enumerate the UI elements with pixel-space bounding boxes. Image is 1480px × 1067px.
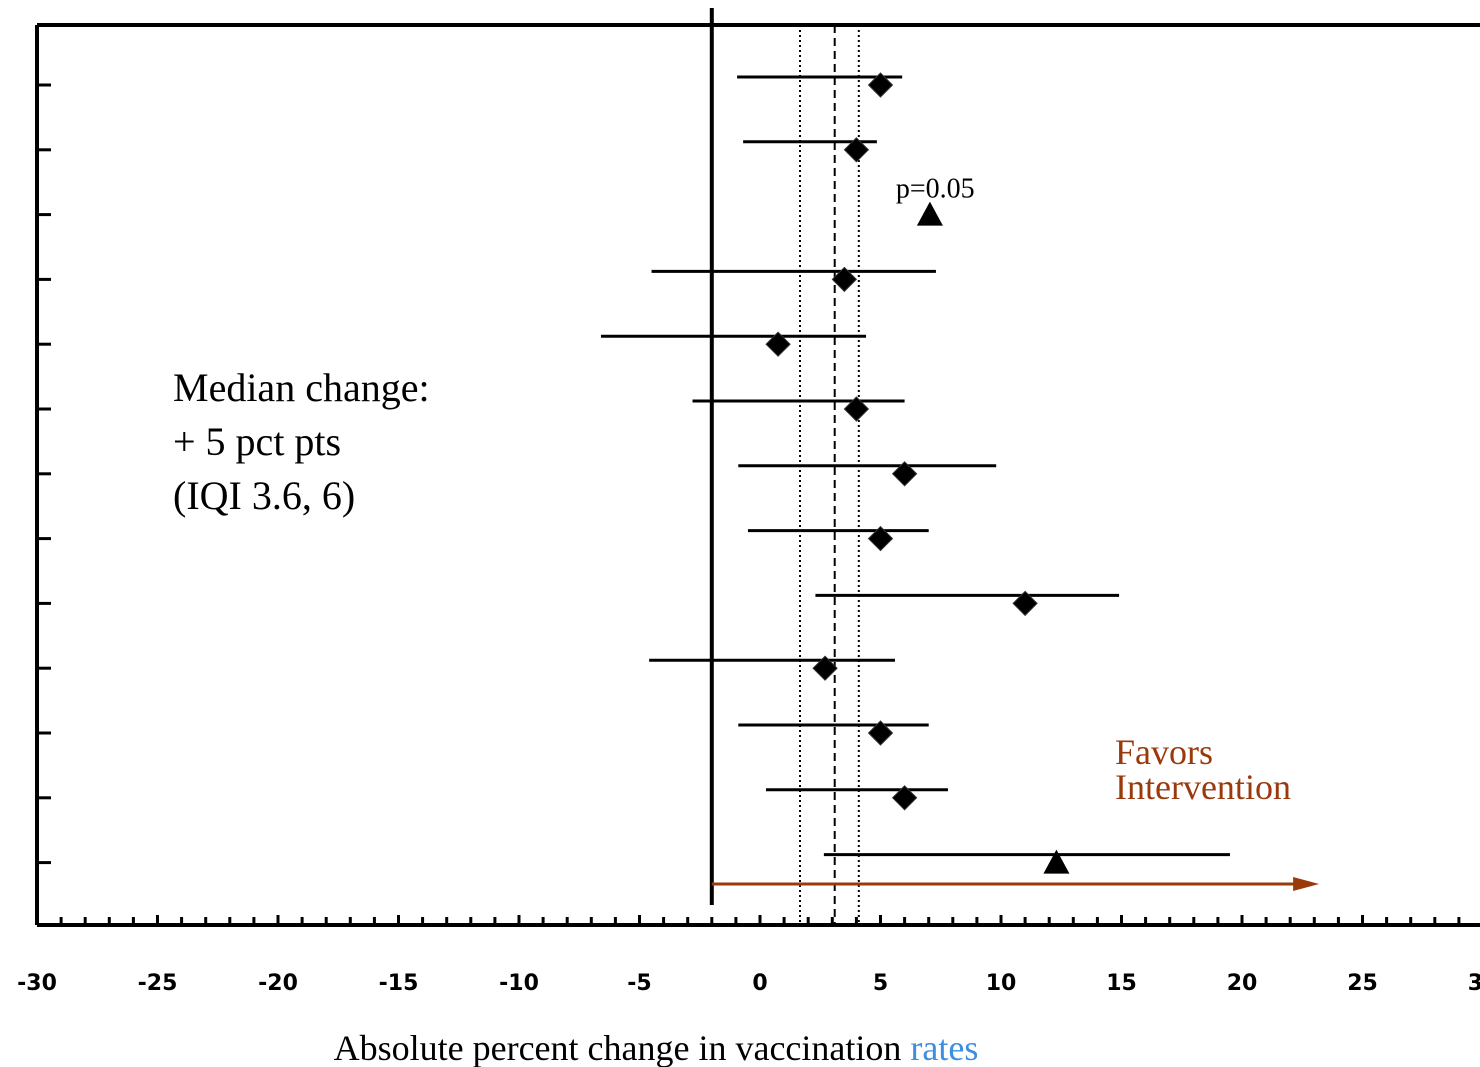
x-axis-label-part: Absolute percent change in vaccination — [334, 1028, 911, 1067]
median-text: + 5 pct pts — [173, 419, 341, 464]
x-tick-label: 10 — [986, 971, 1017, 996]
point-diamond — [765, 331, 791, 357]
median-text: (IQI 3.6, 6) — [173, 473, 355, 518]
x-tick-label: 20 — [1227, 971, 1258, 996]
point-triangle — [1043, 849, 1070, 874]
point-diamond — [867, 525, 894, 552]
x-tick-label: -20 — [258, 971, 298, 996]
point-annotation: p=0.05 — [896, 174, 975, 205]
x-tick-label: 30 — [1468, 971, 1480, 996]
x-tick-label: 15 — [1106, 971, 1137, 996]
x-tick-label: -25 — [138, 971, 178, 996]
point-diamond — [1012, 590, 1038, 617]
point-diamond — [831, 266, 858, 293]
point-diamond — [867, 72, 894, 98]
x-tick-label: 25 — [1347, 971, 1378, 996]
point-triangle — [916, 201, 943, 226]
x-axis-label-part: rates — [910, 1028, 978, 1067]
point-diamond — [812, 655, 838, 681]
x-tick-label: -10 — [499, 971, 539, 996]
point-diamond — [891, 461, 918, 487]
x-tick-label: -5 — [627, 971, 651, 996]
point-diamond — [867, 720, 894, 746]
arrow-head — [1293, 877, 1320, 891]
x-tick-label: 0 — [752, 971, 767, 996]
median-text: Median change: — [173, 365, 430, 410]
point-diamond — [891, 785, 918, 811]
x-tick-label: -30 — [17, 971, 57, 996]
x-tick-label: -15 — [379, 971, 419, 996]
point-diamond — [843, 137, 870, 163]
x-tick-label: 5 — [873, 971, 888, 996]
point-diamond — [843, 396, 870, 422]
favors-text: Favors — [1115, 732, 1213, 772]
favors-text: Intervention — [1115, 767, 1291, 807]
x-axis-label: Absolute percent change in vaccination r… — [334, 1028, 979, 1067]
